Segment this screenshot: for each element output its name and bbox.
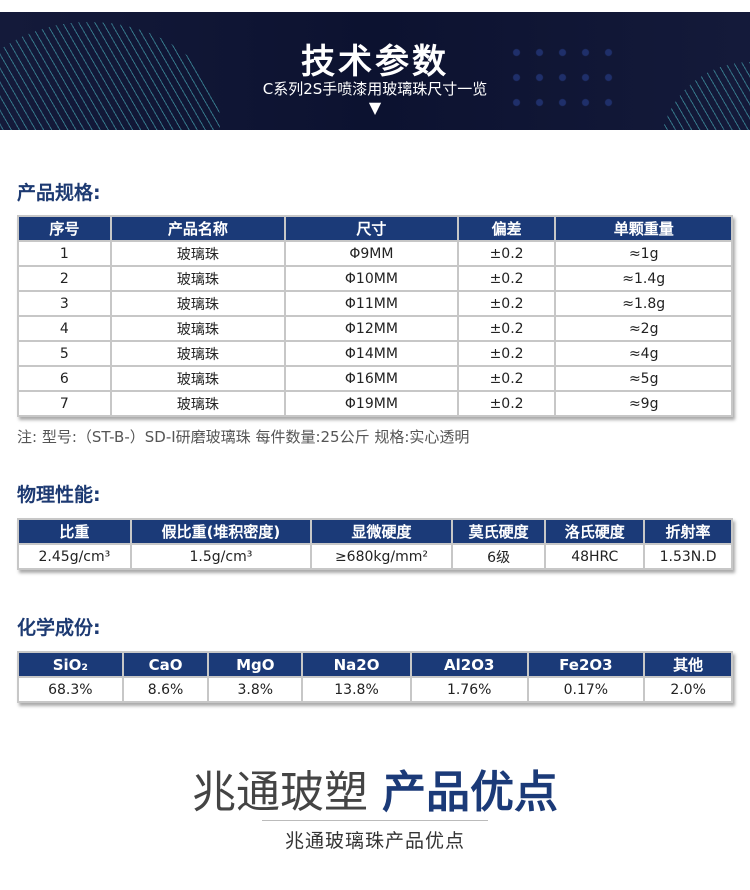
table-cell: 玻璃珠 bbox=[109, 365, 287, 392]
banner-title: 技术参数 bbox=[301, 42, 449, 82]
column-header: Na2O bbox=[301, 651, 412, 678]
table-cell: 7 bbox=[17, 390, 112, 417]
brand-name: 兆通玻塑 bbox=[192, 767, 368, 818]
table-cell: ≈2g bbox=[554, 315, 733, 342]
column-header: 比重 bbox=[17, 518, 132, 545]
column-header: 洛氏硬度 bbox=[544, 518, 646, 545]
advantages-subtitle: 兆通玻璃珠产品优点 bbox=[284, 830, 465, 852]
column-header: 假比重(堆积密度) bbox=[129, 518, 313, 545]
advantages-label: 产品优点 bbox=[382, 767, 558, 818]
table-row: 2.45g/cm³ 1.5g/cm³ ≥680kg/mm² 6级 48HRC 1.53N.… bbox=[17, 543, 733, 570]
column-header: 显微硬度 bbox=[310, 518, 453, 545]
table-cell: Φ14MM bbox=[284, 340, 459, 367]
column-header: 产品名称 bbox=[109, 215, 287, 242]
table-row: 4 玻璃珠 Φ12MM ±0.2 ≈2g bbox=[17, 315, 733, 342]
divider bbox=[262, 820, 488, 821]
banner-subtitle: C系列2S手喷漆用玻璃珠尺寸一览 bbox=[262, 80, 488, 98]
table-cell: 0.17% bbox=[526, 676, 646, 703]
table-cell: ±0.2 bbox=[456, 390, 557, 417]
table-cell: 1 bbox=[17, 240, 112, 267]
table-cell: ≈4g bbox=[554, 340, 733, 367]
chemical-heading: 化学成份: bbox=[17, 617, 101, 639]
chemical-table: SiO₂ CaO MgO Na2O Al2O3 Fe2O3 其他 68.3% 8.6% 3.8% 1… bbox=[17, 651, 733, 703]
table-cell: ±0.2 bbox=[456, 265, 557, 292]
table-row: 1 玻璃珠 Φ9MM ±0.2 ≈1g bbox=[17, 240, 733, 267]
triangle-down-icon: ▼ bbox=[368, 98, 382, 117]
table-cell: 8.6% bbox=[121, 676, 210, 703]
column-header: Al2O3 bbox=[409, 651, 529, 678]
table-cell: ±0.2 bbox=[456, 340, 557, 367]
column-header: 尺寸 bbox=[284, 215, 459, 242]
table-cell: 5 bbox=[17, 340, 112, 367]
table-cell: 3.8% bbox=[207, 676, 304, 703]
table-cell: ≈1g bbox=[554, 240, 733, 267]
column-header: MgO bbox=[207, 651, 304, 678]
table-cell: ≈9g bbox=[554, 390, 733, 417]
table-cell: ≥680kg/mm² bbox=[310, 543, 453, 570]
table-cell: ≈1.8g bbox=[554, 290, 733, 317]
table-cell: ±0.2 bbox=[456, 365, 557, 392]
table-cell: ±0.2 bbox=[456, 290, 557, 317]
table-cell: Φ11MM bbox=[284, 290, 459, 317]
physical-table: 比重 假比重(堆积密度) 显微硬度 莫氏硬度 洛氏硬度 折射率 2.45g/cm³ 1.5g/… bbox=[17, 518, 733, 570]
table-cell: 1.76% bbox=[409, 676, 529, 703]
table-cell: 68.3% bbox=[17, 676, 124, 703]
table-cell: Φ10MM bbox=[284, 265, 459, 292]
advantages-title: 兆通玻塑 产品优点 bbox=[0, 756, 750, 820]
table-cell: ±0.2 bbox=[456, 315, 557, 342]
table-cell: 6级 bbox=[450, 543, 547, 570]
column-header: 序号 bbox=[17, 215, 112, 242]
column-header: 单颗重量 bbox=[554, 215, 733, 242]
table-cell: 2.45g/cm³ bbox=[17, 543, 132, 570]
table-cell: 4 bbox=[17, 315, 112, 342]
column-header: 折射率 bbox=[643, 518, 733, 545]
table-cell: 玻璃珠 bbox=[109, 240, 287, 267]
table-cell: 玻璃珠 bbox=[109, 340, 287, 367]
table-row: 2 玻璃珠 Φ10MM ±0.2 ≈1.4g bbox=[17, 265, 733, 292]
table-cell: ≈5g bbox=[554, 365, 733, 392]
column-header: 莫氏硬度 bbox=[450, 518, 547, 545]
spec-note: 注: 型号:（ST-B-）SD-I研磨玻璃珠 每件数量:25公斤 规格:实心透明 bbox=[17, 428, 470, 446]
table-cell: 2 bbox=[17, 265, 112, 292]
column-header: 偏差 bbox=[456, 215, 557, 242]
table-cell: 6 bbox=[17, 365, 112, 392]
table-cell: ±0.2 bbox=[456, 240, 557, 267]
table-cell: Φ16MM bbox=[284, 365, 459, 392]
table-row: 68.3% 8.6% 3.8% 13.8% 1.76% 0.17% 2.0% bbox=[17, 676, 733, 703]
column-header: Fe2O3 bbox=[526, 651, 646, 678]
table-cell: 玻璃珠 bbox=[109, 290, 287, 317]
column-header: 其他 bbox=[643, 651, 733, 678]
table-cell: 13.8% bbox=[301, 676, 412, 703]
table-cell: 2.0% bbox=[643, 676, 733, 703]
table-cell: Φ19MM bbox=[284, 390, 459, 417]
table-cell: 玻璃珠 bbox=[109, 315, 287, 342]
decorative-dots bbox=[505, 40, 615, 110]
spec-table: 序号 产品名称 尺寸 偏差 单颗重量 1 玻璃珠 Φ9MM ±0.2 ≈1g 2 玻璃珠 Φ10MM ±0… bbox=[17, 215, 733, 417]
table-row: 6 玻璃珠 Φ16MM ±0.2 ≈5g bbox=[17, 365, 733, 392]
table-cell: Φ12MM bbox=[284, 315, 459, 342]
header-banner: 技术参数 C系列2S手喷漆用玻璃珠尺寸一览 ▼ bbox=[0, 12, 750, 130]
table-cell: 1.5g/cm³ bbox=[129, 543, 313, 570]
table-row: 5 玻璃珠 Φ14MM ±0.2 ≈4g bbox=[17, 340, 733, 367]
table-cell: Φ9MM bbox=[284, 240, 459, 267]
table-cell: 1.53N.D bbox=[643, 543, 733, 570]
table-cell: 3 bbox=[17, 290, 112, 317]
table-row: 3 玻璃珠 Φ11MM ±0.2 ≈1.8g bbox=[17, 290, 733, 317]
physical-heading: 物理性能: bbox=[17, 484, 101, 506]
column-header: CaO bbox=[121, 651, 210, 678]
table-cell: 玻璃珠 bbox=[109, 390, 287, 417]
column-header: SiO₂ bbox=[17, 651, 124, 678]
table-cell: 玻璃珠 bbox=[109, 265, 287, 292]
table-row: 7 玻璃珠 Φ19MM ±0.2 ≈9g bbox=[17, 390, 733, 417]
spec-heading: 产品规格: bbox=[17, 182, 101, 204]
table-cell: 48HRC bbox=[544, 543, 646, 570]
table-cell: ≈1.4g bbox=[554, 265, 733, 292]
